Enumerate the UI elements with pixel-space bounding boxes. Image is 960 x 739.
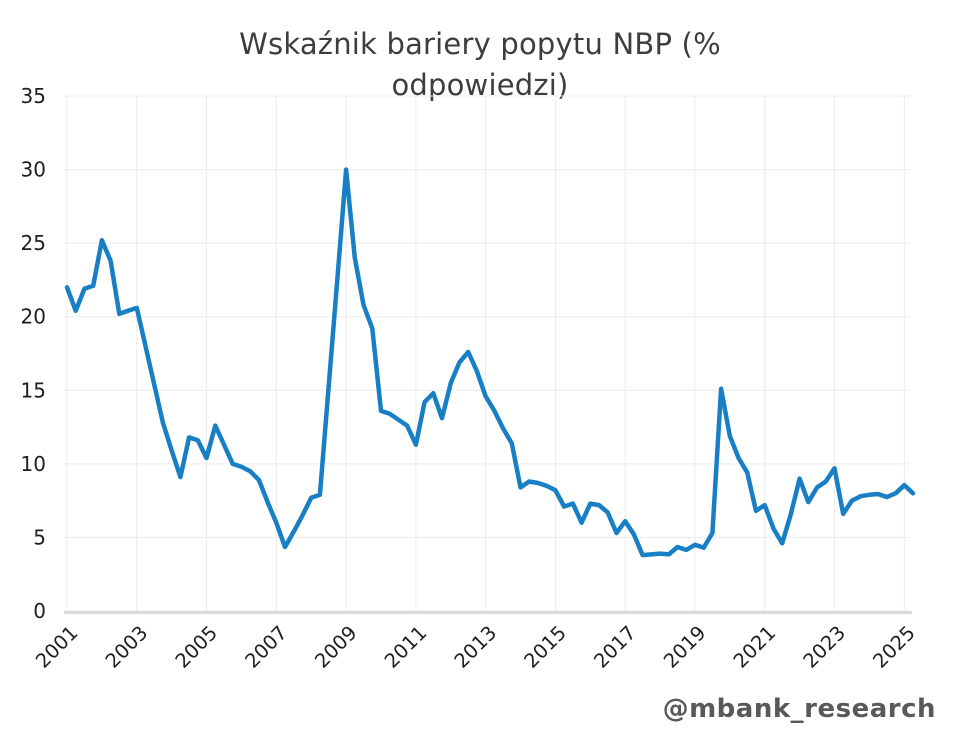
x-tick-label: 2025 [868,621,919,672]
chart-title: Wskaźnik bariery popytu NBP (% odpowiedz… [0,24,960,106]
x-tick-label: 2003 [101,621,152,672]
x-tick-label: 2015 [520,621,571,672]
y-tick-label: 5 [33,525,46,549]
x-tick-label: 2021 [729,621,780,672]
x-tick-label: 2017 [589,621,640,672]
y-tick-label: 35 [21,84,46,108]
data-line [64,167,916,558]
x-tick-label: 2019 [659,621,710,672]
x-tick-label: 2011 [380,621,431,672]
y-tick-label: 30 [21,158,46,182]
x-tick-label: 2005 [171,621,222,672]
x-tick-label: 2007 [240,621,291,672]
x-tick-label: 2001 [31,621,82,672]
y-tick-label: 10 [21,452,46,476]
watermark: @mbank_research [662,694,936,724]
y-tick-label: 25 [21,231,46,255]
x-tick-label: 2009 [310,621,361,672]
y-tick-label: 15 [21,378,46,402]
y-tick-label: 0 [33,599,46,623]
chart-title-line1: Wskaźnik bariery popytu NBP (% [239,27,721,61]
x-tick-label: 2023 [799,621,850,672]
x-tick-label: 2013 [450,621,501,672]
y-tick-label: 20 [21,305,46,329]
